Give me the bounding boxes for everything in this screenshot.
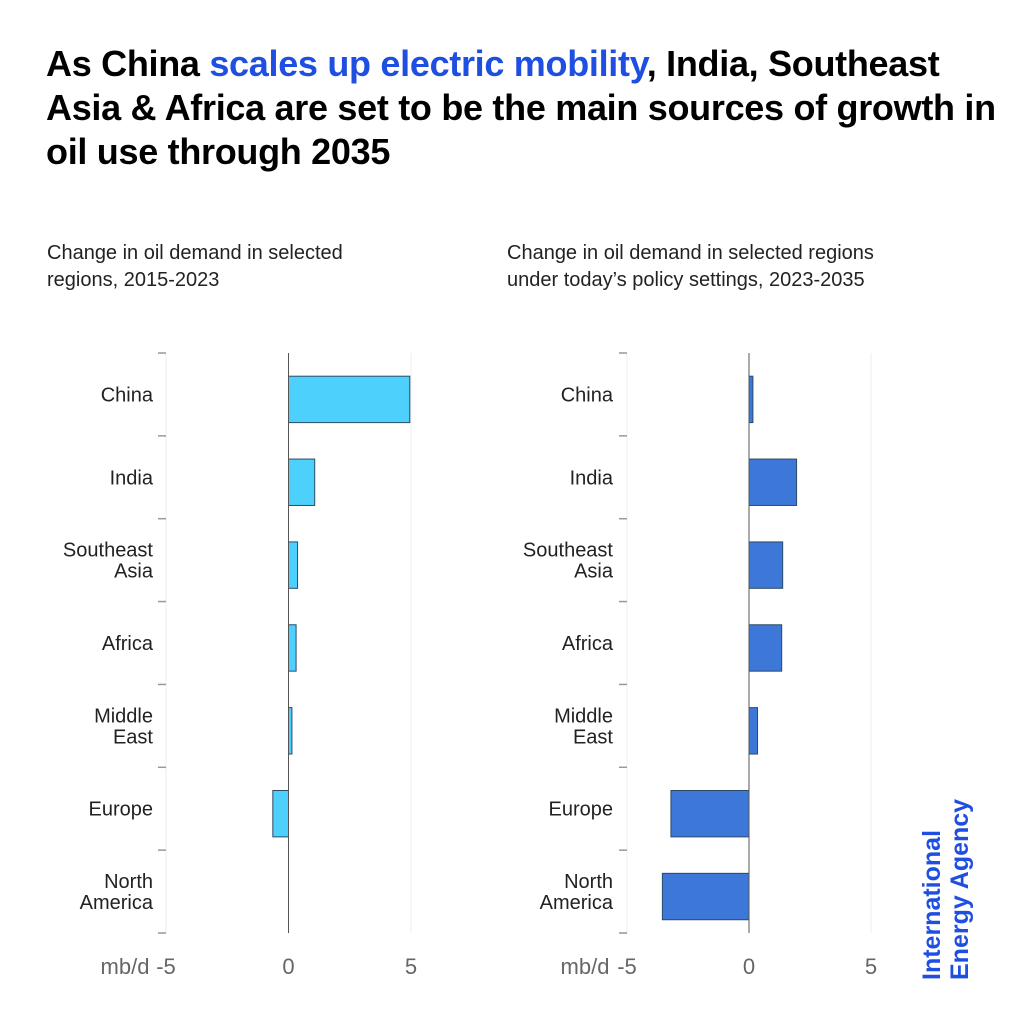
right-category-label: North [564, 871, 613, 893]
left-category-label: Middle [94, 705, 153, 727]
left-category-label: China [101, 384, 154, 406]
left-category-label: Europe [89, 799, 154, 821]
right-bar-southeast-asia [748, 541, 784, 589]
right-unit-label: mb/d [561, 954, 610, 979]
right-bar-europe [670, 789, 750, 838]
left-category-label: Africa [102, 633, 154, 655]
left-chart-title: Change in oil demand in selected regions… [47, 242, 343, 291]
iea-logo: International Energy Agency [918, 799, 974, 980]
left-bar-china [288, 375, 411, 424]
right-category-label: Africa [562, 633, 614, 655]
right-tick-label: 5 [865, 954, 877, 979]
headline-prefix: As China [46, 43, 210, 84]
left-bar-europe [272, 789, 290, 838]
right-bar-china [748, 375, 754, 424]
left-category-label: India [110, 467, 154, 489]
right-category-label: India [570, 467, 614, 489]
right-category-label: China [561, 384, 614, 406]
left-tick-label: 0 [282, 954, 294, 979]
right-category-label: Southeast [523, 540, 614, 562]
right-tick-label: 0 [743, 954, 755, 979]
right-bar-africa [748, 624, 783, 672]
left-unit-label: mb/d [101, 954, 150, 979]
right-category-label: America [540, 892, 614, 914]
left-category-label: Asia [114, 561, 154, 583]
left-tick-label: -5 [156, 954, 176, 979]
right-chart-title: Change in oil demand in selected regions… [507, 242, 874, 291]
left-bar-southeast-asia [288, 541, 299, 589]
headline-highlight: scales up electric mobility [209, 43, 647, 84]
left-category-label: East [113, 726, 153, 748]
right-category-label: East [573, 726, 613, 748]
left-bar-africa [288, 624, 297, 672]
left-bar-middle-east [288, 707, 293, 755]
logo-line-2: Energy Agency [946, 798, 974, 980]
left-category-label: Southeast [63, 540, 154, 562]
right-bar-north-america [661, 872, 750, 921]
left-tick-label: 5 [405, 954, 417, 979]
right-category-label: Europe [549, 799, 614, 821]
left-category-label: North [104, 871, 153, 893]
headline: As China scales up electric mobility, In… [46, 42, 1006, 174]
right-category-label: Asia [574, 561, 614, 583]
right-bar-middle-east [748, 707, 759, 755]
right-category-label: Middle [554, 705, 613, 727]
right-bar-india [748, 458, 798, 506]
left-category-label: America [80, 892, 154, 914]
logo-line-1: International [918, 829, 946, 980]
left-bar-india [288, 458, 316, 506]
headline-suffix: , India, Southeast Asia & Africa are set… [46, 43, 996, 172]
right-tick-label: -5 [617, 954, 637, 979]
